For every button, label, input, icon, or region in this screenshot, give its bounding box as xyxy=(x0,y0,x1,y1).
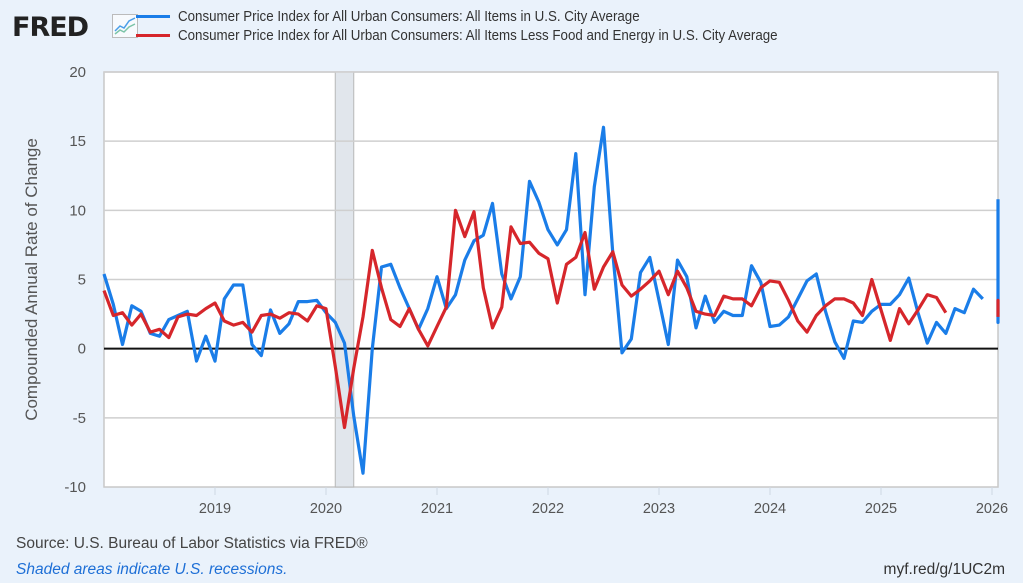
y-tick-label: 15 xyxy=(69,133,86,150)
y-tick-label: -10 xyxy=(64,479,86,496)
y-tick-label: -5 xyxy=(73,410,86,427)
legend-label-cpi: Consumer Price Index for All Urban Consu… xyxy=(178,8,640,25)
legend-label-core-cpi: Consumer Price Index for All Urban Consu… xyxy=(178,27,778,44)
y-tick-label: 5 xyxy=(78,272,86,289)
legend-item-core-cpi[interactable]: Consumer Price Index for All Urban Consu… xyxy=(136,26,830,45)
short-link[interactable]: myf.red/g/1UC2m xyxy=(883,561,1005,578)
source-text: Source: U.S. Bureau of Labor Statistics … xyxy=(16,535,368,552)
legend-swatch-cpi xyxy=(136,15,170,18)
x-tick-label: 2025 xyxy=(865,501,897,517)
series-line xyxy=(102,208,948,430)
x-tick-label: 2026 xyxy=(976,501,1008,517)
legend-swatch-core-cpi xyxy=(136,34,170,37)
y-tick-label: 0 xyxy=(78,341,86,358)
y-tick-label: 20 xyxy=(69,64,86,81)
x-tick-label: 2019 xyxy=(199,501,231,517)
x-tick-label: 2021 xyxy=(421,501,453,517)
x-tick-label: 2023 xyxy=(643,501,675,517)
series-line xyxy=(102,125,984,475)
series-core-cpi xyxy=(102,208,1000,430)
recession-note: Shaded areas indicate U.S. recessions. xyxy=(16,561,288,578)
chart-legend: Consumer Price Index for All Urban Consu… xyxy=(136,7,830,45)
line-chart-icon[interactable] xyxy=(112,14,138,38)
line-chart: 20 15 10 5 0 -5 -10 2019 2020 2021 2022 2023 2024 202… xyxy=(22,64,1008,517)
x-tick-label: 2024 xyxy=(754,501,786,517)
legend-item-cpi[interactable]: Consumer Price Index for All Urban Consu… xyxy=(136,7,830,26)
fred-logo[interactable]: FRED xyxy=(12,12,89,43)
y-axis-label: Compounded Annual Rate of Change xyxy=(22,138,41,421)
y-tick-label: 10 xyxy=(69,202,86,219)
x-tick-label: 2020 xyxy=(310,501,342,517)
x-tick-label: 2022 xyxy=(532,501,564,517)
